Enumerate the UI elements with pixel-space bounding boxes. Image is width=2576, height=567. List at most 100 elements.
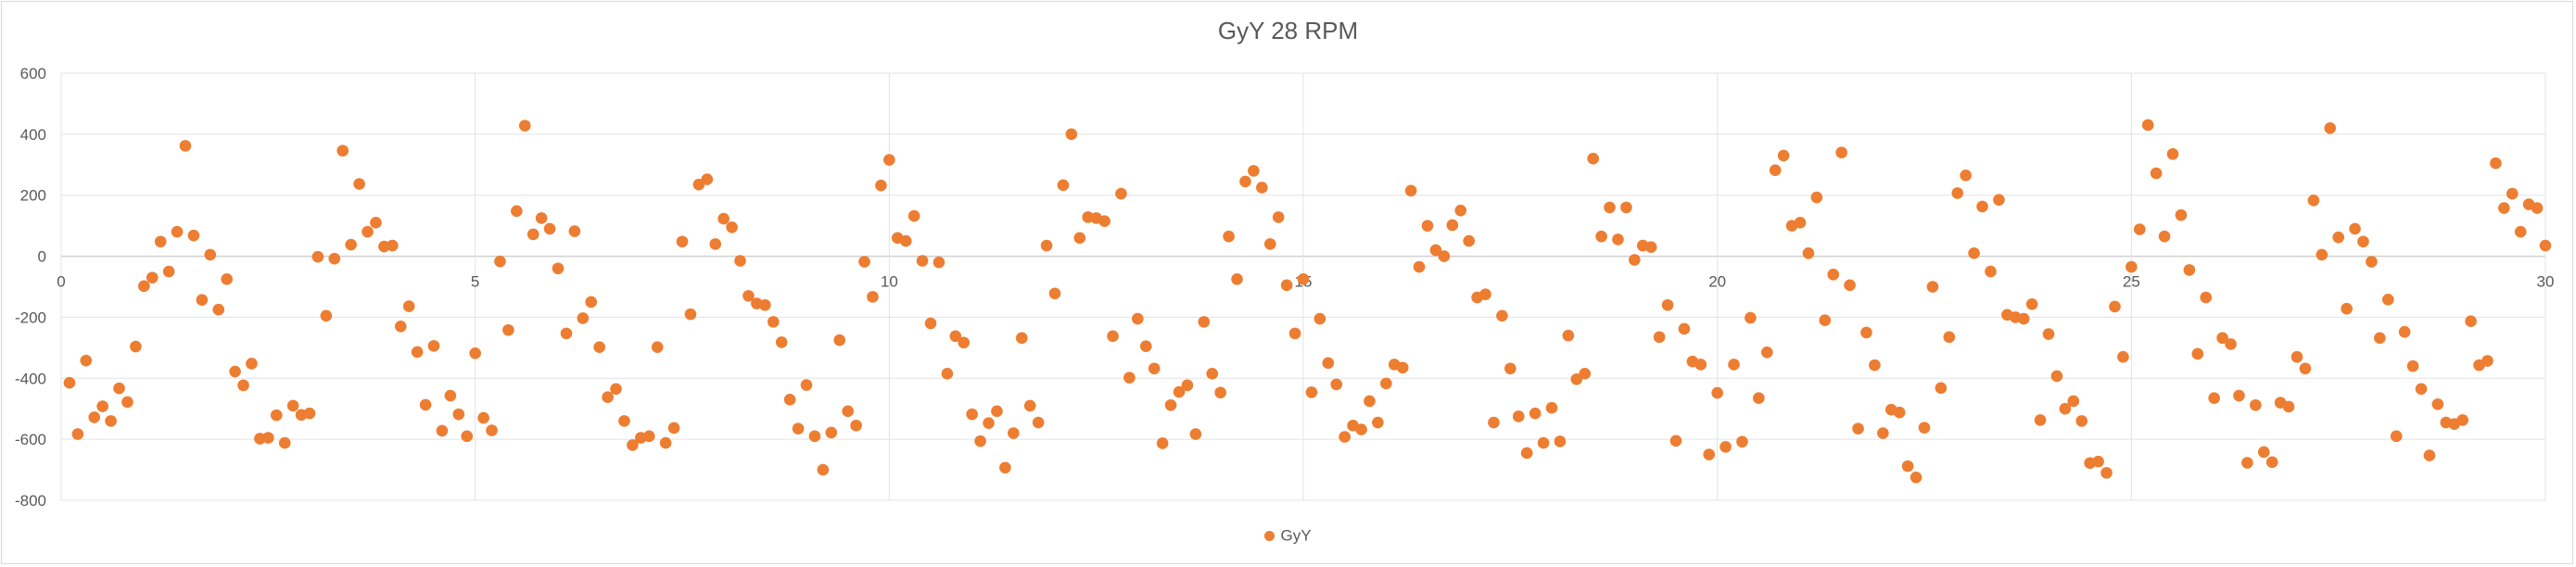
data-point	[577, 312, 590, 324]
data-point	[850, 420, 862, 432]
data-point	[1612, 233, 1624, 246]
data-point	[452, 408, 465, 421]
data-point	[1579, 368, 1592, 380]
data-point	[1562, 329, 1575, 342]
x-tick-label: 0	[57, 273, 65, 291]
data-point	[1189, 428, 1202, 440]
y-tick-label: -400	[15, 370, 46, 387]
data-point	[2490, 157, 2502, 170]
data-point	[593, 341, 605, 353]
data-point	[1694, 359, 1707, 371]
y-tick-label: -600	[15, 431, 46, 448]
data-point	[667, 422, 680, 435]
data-point	[933, 256, 945, 269]
chart-title: GyY 28 RPM	[1217, 17, 1359, 44]
data-point	[1454, 204, 1467, 217]
data-point	[742, 290, 755, 302]
data-point	[999, 461, 1011, 474]
data-point	[1065, 128, 1078, 141]
data-point	[1396, 361, 1409, 374]
data-point	[1512, 410, 1525, 422]
data-point	[96, 400, 108, 412]
data-point	[2150, 167, 2163, 180]
data-point	[2141, 119, 2154, 132]
data-point	[1421, 220, 1434, 232]
data-point	[1653, 331, 1666, 344]
data-point	[1322, 357, 1335, 370]
data-point	[246, 358, 258, 370]
data-point	[2498, 202, 2510, 214]
data-point	[734, 255, 746, 267]
data-point	[941, 368, 954, 380]
data-point	[867, 291, 879, 303]
data-point	[262, 432, 274, 444]
data-point	[717, 212, 730, 225]
data-point	[808, 430, 821, 443]
data-point	[2241, 457, 2253, 469]
data-point	[560, 327, 573, 340]
data-point	[1719, 441, 1732, 453]
data-point	[362, 225, 374, 238]
legend: GyY	[0, 526, 2576, 546]
data-point	[1827, 269, 1840, 281]
data-point	[966, 408, 978, 421]
data-point	[709, 238, 722, 250]
data-point	[121, 396, 133, 409]
data-point	[1595, 230, 1607, 243]
data-point	[303, 407, 316, 420]
data-point	[2290, 350, 2303, 363]
data-point	[2324, 121, 2337, 134]
data-point	[477, 411, 489, 424]
data-point	[2357, 235, 2369, 248]
data-point	[1661, 298, 1674, 311]
y-axis-tick-labels: -800 -600 -400 -200 0 200 400 600	[15, 65, 46, 510]
data-point	[1098, 215, 1110, 228]
data-point	[1893, 406, 1906, 419]
data-point	[130, 340, 142, 353]
data-point	[1669, 435, 1682, 447]
data-point	[2133, 223, 2146, 235]
data-point	[2117, 350, 2129, 363]
data-point	[983, 417, 995, 429]
y-tick-label: -200	[15, 309, 46, 326]
x-tick-label: 10	[881, 273, 898, 291]
data-point	[1057, 179, 1070, 192]
data-point	[427, 340, 440, 352]
data-point	[585, 296, 598, 309]
data-point	[80, 354, 93, 367]
data-point	[767, 316, 780, 328]
data-point	[113, 382, 125, 395]
data-point	[2349, 222, 2361, 235]
x-tick-label: 20	[1708, 273, 1726, 291]
data-point	[1305, 386, 1318, 398]
data-point	[2208, 392, 2220, 404]
legend-label-gyy: GyY	[1280, 526, 1312, 545]
data-point	[518, 120, 531, 132]
data-point	[991, 405, 1003, 418]
data-point	[1015, 332, 1028, 345]
data-point	[1231, 272, 1243, 285]
data-point	[552, 262, 565, 275]
data-point	[825, 426, 838, 439]
data-point	[2423, 449, 2436, 461]
data-point	[1935, 382, 1948, 395]
data-point	[1570, 372, 1583, 385]
data-point	[1794, 217, 1807, 229]
data-point	[543, 222, 556, 235]
data-point	[2250, 398, 2262, 411]
data-point	[2166, 147, 2179, 160]
data-point	[676, 235, 689, 248]
data-point	[387, 239, 399, 252]
data-point	[1554, 435, 1567, 447]
data-point	[618, 415, 630, 427]
data-point	[1951, 187, 1964, 199]
data-point	[2465, 315, 2477, 328]
data-point	[817, 463, 830, 476]
data-point	[883, 154, 895, 166]
data-point	[196, 294, 209, 306]
data-point	[1968, 246, 1980, 259]
data-point	[1008, 427, 1020, 439]
data-point	[2075, 415, 2088, 427]
data-point	[419, 398, 432, 411]
data-point	[1819, 314, 1832, 327]
